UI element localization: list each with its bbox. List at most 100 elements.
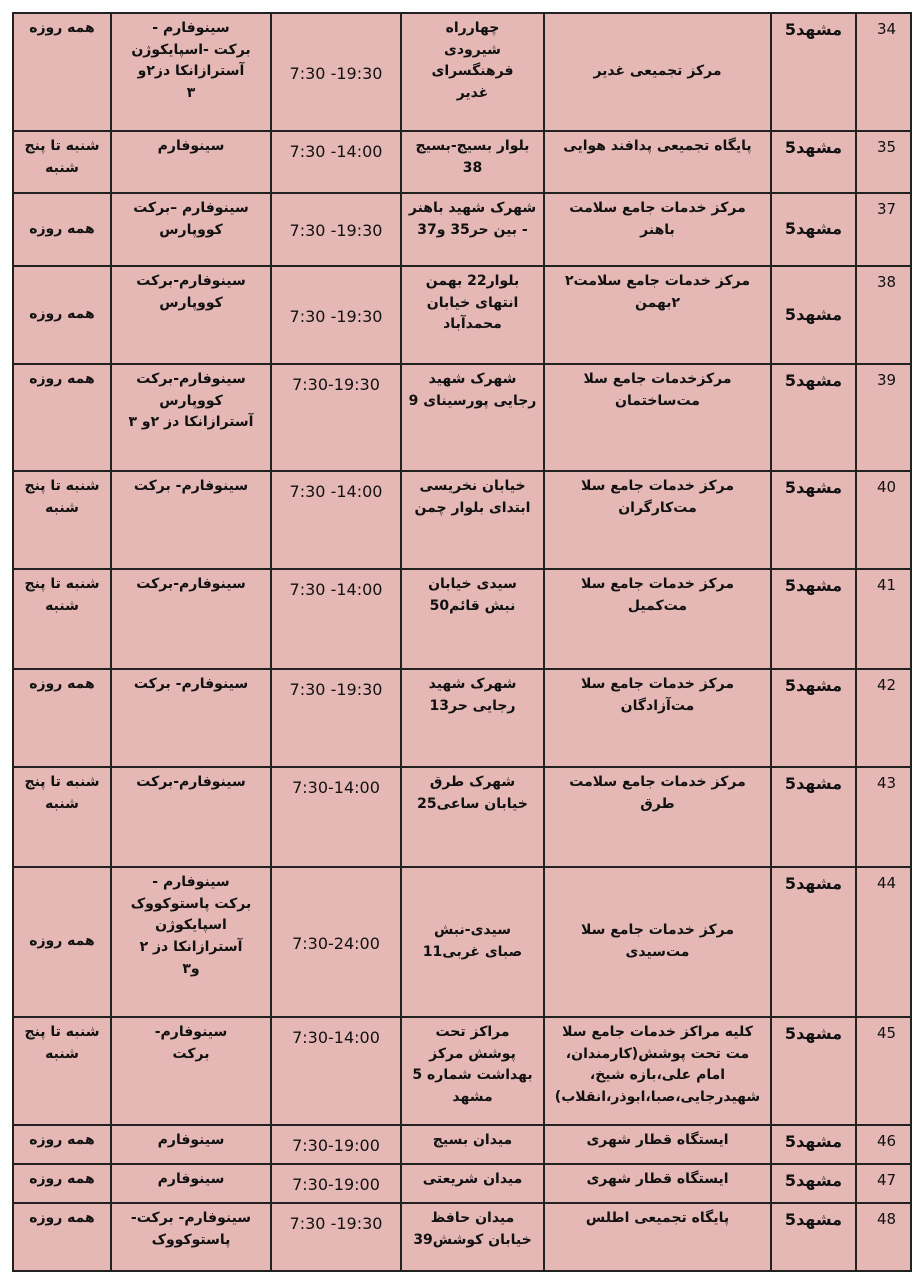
days-cell: همه روزه bbox=[12, 12, 112, 132]
table-row: 35 مشهد5 پایگاه تجمیعی پدافند هوایی بلوار ب… bbox=[12, 130, 912, 194]
days-cell: همه روزه bbox=[12, 265, 112, 365]
city-cell: مشهد5 bbox=[770, 1016, 857, 1126]
city-cell: مشهد5 bbox=[770, 766, 857, 868]
days-cell: همه روزه bbox=[12, 363, 112, 472]
days-cell: شنبه تا پنج شنبه bbox=[12, 1016, 112, 1126]
city-cell: مشهد5 bbox=[770, 866, 857, 1018]
address-cell: خیابان نخریسی ابتدای بلوار چمن bbox=[400, 470, 545, 570]
row-number: 38 bbox=[855, 265, 912, 365]
address-cell: سیدی خیابان نبش قائم50 bbox=[400, 568, 545, 670]
row-number: 46 bbox=[855, 1124, 912, 1165]
vaccine-cell: سینوفارم - برکت -اسپایکوژن آسترازانکا دز… bbox=[110, 12, 272, 132]
row-number: 39 bbox=[855, 363, 912, 472]
city-cell: مشهد5 bbox=[770, 12, 857, 132]
row-number: 37 bbox=[855, 192, 912, 267]
table-row: 45 مشهد5 کلیه مراکز خدمات جامع سلا مت تحت … bbox=[12, 1016, 912, 1126]
hours-cell: 7:30 -19:30 bbox=[270, 668, 402, 768]
days-cell: شنبه تا پنج شنبه bbox=[12, 766, 112, 868]
address-cell: بلوار بسیج-بسیج 38 bbox=[400, 130, 545, 194]
address-cell: میدان حافظ خیابان کوشش39 bbox=[400, 1202, 545, 1272]
table-row: 39 مشهد5 مرکزخدمات جامع سلا مت‌ساختمان شهرک… bbox=[12, 363, 912, 472]
city-cell: مشهد5 bbox=[770, 568, 857, 670]
hours-cell: 7:30 -19:30 bbox=[270, 1202, 402, 1272]
hours-cell: 7:30-14:00 bbox=[270, 1016, 402, 1126]
center-name-cell: مرکز تجمیعی غدیر bbox=[543, 12, 772, 132]
hours-cell: 7:30-19:30 bbox=[270, 363, 402, 472]
hours-cell: 7:30 -14:00 bbox=[270, 470, 402, 570]
table-row: 43 مشهد5 مرکز خدمات جامع سلامت طرق شهرک طرق… bbox=[12, 766, 912, 868]
address-cell: بلوار22 بهمن انتهای خیابان محمدآباد bbox=[400, 265, 545, 365]
days-cell: شنبه تا پنج شنبه bbox=[12, 130, 112, 194]
row-number: 43 bbox=[855, 766, 912, 868]
address-cell: چهارراه شیرودی فرهنگسرای غدیر bbox=[400, 12, 545, 132]
table-row: 44 مشهد5 مرکز خدمات جامع سلا مت‌سیدی سیدی-ن… bbox=[12, 866, 912, 1018]
address-cell: میدان بسیج bbox=[400, 1124, 545, 1165]
table-row: 38 مشهد5 مرکز خدمات جامع سلامت۲ ۲بهمن بلوار… bbox=[12, 265, 912, 365]
center-name-cell: پایگاه تجمیعی پدافند هوایی bbox=[543, 130, 772, 194]
vaccine-cell: سینوفارم- برکت- پاستوکووک bbox=[110, 1202, 272, 1272]
address-cell: مراکز تحت پوشش مرکز بهداشت شماره 5 مشهد bbox=[400, 1016, 545, 1126]
table-row: 46 مشهد5 ایستگاه قطار شهری میدان بسیج 7:30-1… bbox=[12, 1124, 912, 1165]
hours-cell: 7:30 -14:00 bbox=[270, 568, 402, 670]
vaccine-cell: سینوفارم-برکت bbox=[110, 568, 272, 670]
row-number: 48 bbox=[855, 1202, 912, 1272]
table-body: 34 مشهد5 مرکز تجمیعی غدیر چهارراه شیرودی فر… bbox=[12, 12, 912, 1272]
days-cell: همه روزه bbox=[12, 192, 112, 267]
days-cell: شنبه تا پنج شنبه bbox=[12, 470, 112, 570]
row-number: 40 bbox=[855, 470, 912, 570]
vaccine-cell: سینوفارم-برکت bbox=[110, 766, 272, 868]
center-name-cell: کلیه مراکز خدمات جامع سلا مت تحت پوشش(کا… bbox=[543, 1016, 772, 1126]
vaccine-cell: سینوفارم-برکت کووپارس bbox=[110, 265, 272, 365]
city-cell: مشهد5 bbox=[770, 265, 857, 365]
hours-cell: 7:30 -19:30 bbox=[270, 12, 402, 132]
table-row: 48 مشهد5 پایگاه تجمیعی اطلس میدان حافظ خیاب… bbox=[12, 1202, 912, 1272]
hours-cell: 7:30 -19:30 bbox=[270, 192, 402, 267]
table-row: 34 مشهد5 مرکز تجمیعی غدیر چهارراه شیرودی فر… bbox=[12, 12, 912, 132]
hours-cell: 7:30 -19:30 bbox=[270, 265, 402, 365]
center-name-cell: مرکز خدمات جامع سلا مت‌کارگران bbox=[543, 470, 772, 570]
days-cell: همه روزه bbox=[12, 1124, 112, 1165]
hours-cell: 7:30-19:00 bbox=[270, 1124, 402, 1165]
days-cell: شنبه تا پنج شنبه bbox=[12, 568, 112, 670]
center-name-cell: ایستگاه قطار شهری bbox=[543, 1124, 772, 1165]
center-name-cell: مرکز خدمات جامع سلا مت‌کمیل bbox=[543, 568, 772, 670]
hours-cell: 7:30-19:00 bbox=[270, 1163, 402, 1204]
vaccine-cell: سینوفارم bbox=[110, 130, 272, 194]
city-cell: مشهد5 bbox=[770, 1202, 857, 1272]
table-row: 42 مشهد5 مرکز خدمات جامع سلا مت‌آزادگان شهر… bbox=[12, 668, 912, 768]
address-cell: شهرک شهید باهنر - بین حر35 و37 bbox=[400, 192, 545, 267]
row-number: 42 bbox=[855, 668, 912, 768]
vaccination-centers-table: 34 مشهد5 مرکز تجمیعی غدیر چهارراه شیرودی فر… bbox=[12, 12, 912, 1272]
vaccine-cell: سینوفارم- برکت bbox=[110, 668, 272, 768]
vaccine-cell: سینوفارم - برکت پاستوکووک اسپایکوژن آستر… bbox=[110, 866, 272, 1018]
hours-cell: 7:30 -14:00 bbox=[270, 130, 402, 194]
row-number: 34 bbox=[855, 12, 912, 132]
vaccine-cell: سینوفارم- برکت bbox=[110, 470, 272, 570]
center-name-cell: مرکز خدمات جامع سلا مت‌سیدی bbox=[543, 866, 772, 1018]
city-cell: مشهد5 bbox=[770, 192, 857, 267]
city-cell: مشهد5 bbox=[770, 363, 857, 472]
address-cell: شهرک شهید رجایی پورسینای 9 bbox=[400, 363, 545, 472]
table-row: 47 مشهد5 ایستگاه قطار شهری میدان شریعتی 7:30… bbox=[12, 1163, 912, 1204]
city-cell: مشهد5 bbox=[770, 668, 857, 768]
center-name-cell: ایستگاه قطار شهری bbox=[543, 1163, 772, 1204]
center-name-cell: مرکزخدمات جامع سلا مت‌ساختمان bbox=[543, 363, 772, 472]
vaccine-cell: سینوفارم bbox=[110, 1124, 272, 1165]
vaccine-cell: سینوفارم –برکت کووپارس bbox=[110, 192, 272, 267]
days-cell: همه روزه bbox=[12, 1202, 112, 1272]
center-name-cell: مرکز خدمات جامع سلا مت‌آزادگان bbox=[543, 668, 772, 768]
city-cell: مشهد5 bbox=[770, 130, 857, 194]
address-cell: میدان شریعتی bbox=[400, 1163, 545, 1204]
row-number: 44 bbox=[855, 866, 912, 1018]
table-row: 40 مشهد5 مرکز خدمات جامع سلا مت‌کارگران خیا… bbox=[12, 470, 912, 570]
center-name-cell: پایگاه تجمیعی اطلس bbox=[543, 1202, 772, 1272]
vaccine-cell: سینوفارم bbox=[110, 1163, 272, 1204]
address-cell: شهرک طرق خیابان ساعی25 bbox=[400, 766, 545, 868]
address-cell: سیدی-نبش صبای غربی11 bbox=[400, 866, 545, 1018]
row-number: 47 bbox=[855, 1163, 912, 1204]
days-cell: همه روزه bbox=[12, 1163, 112, 1204]
vaccine-cell: سینوفارم-برکت کووپارس آسترازانکا دز ۲و ۳ bbox=[110, 363, 272, 472]
city-cell: مشهد5 bbox=[770, 1163, 857, 1204]
city-cell: مشهد5 bbox=[770, 1124, 857, 1165]
hours-cell: 7:30-24:00 bbox=[270, 866, 402, 1018]
